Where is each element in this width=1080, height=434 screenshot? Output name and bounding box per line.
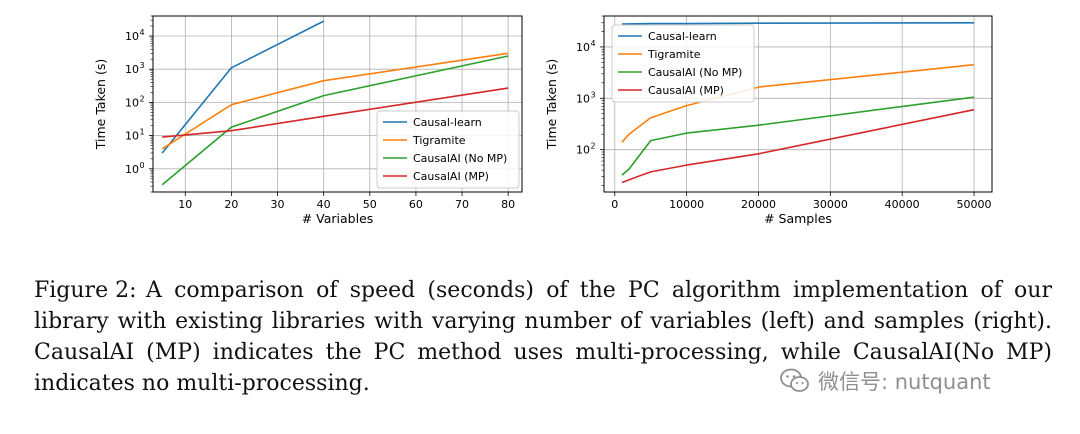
legend-box xyxy=(376,110,520,189)
legend-label: Tigramite xyxy=(412,134,466,147)
x-tick-label: 50 xyxy=(363,198,377,211)
y-tick-exponent: 3 xyxy=(591,90,596,99)
y-tick-label: 10 xyxy=(125,163,139,176)
legend-label: Causal-learn xyxy=(413,116,482,129)
y-tick-exponent: 0 xyxy=(140,161,145,170)
legend-label: Causal-learn xyxy=(648,30,717,43)
axes-frame xyxy=(152,15,523,193)
series-line-tigramite xyxy=(161,52,509,150)
wechat-icon xyxy=(780,368,809,392)
x-tick-label: 30 xyxy=(271,198,285,211)
y-tick-label: 10 xyxy=(576,41,590,54)
caption-text: A comparison of speed (seconds) of the P… xyxy=(34,278,1052,396)
y-tick-label: 10 xyxy=(576,144,590,157)
x-tick-label: 40 xyxy=(317,198,331,211)
x-tick-label: 80 xyxy=(501,198,515,211)
x-tick-label: 10000 xyxy=(669,198,704,211)
y-tick-label: 10 xyxy=(125,30,139,43)
caption-label: Figure 2: xyxy=(34,278,137,303)
x-tick-label: 30000 xyxy=(813,198,848,211)
y-tick-exponent: 4 xyxy=(591,39,596,48)
series-line-tigramite xyxy=(621,63,975,143)
x-tick-label: 40000 xyxy=(885,198,920,211)
y-tick-label: 10 xyxy=(125,63,139,76)
legend-label: CausalAI (MP) xyxy=(413,170,489,183)
y-tick-exponent: 3 xyxy=(140,61,145,70)
series-line-causal-learn xyxy=(621,22,975,25)
legend-label: CausalAI (No MP) xyxy=(413,152,507,165)
x-axis-label: # Samples xyxy=(764,211,832,226)
watermark: 微信号: nutquant xyxy=(780,366,991,396)
y-tick-exponent: 2 xyxy=(140,94,145,103)
legend: Causal-learn Tigramite CausalAI (No MP) Cau… xyxy=(611,24,755,103)
x-tick-label: 20000 xyxy=(741,198,776,211)
legend-label: CausalAI (No MP) xyxy=(648,66,742,79)
x-tick-label: 20 xyxy=(224,198,238,211)
x-axis-label: # Variables xyxy=(302,211,374,226)
y-axis-label: Time Taken (s) xyxy=(93,59,108,150)
axes-frame xyxy=(603,15,993,193)
series-line-causal-learn xyxy=(161,20,325,154)
legend-label: CausalAI (MP) xyxy=(648,84,724,97)
x-tick-label: 10 xyxy=(178,198,192,211)
legend: Causal-learn Tigramite CausalAI (No MP) Cau… xyxy=(376,110,520,189)
legend-label: Tigramite xyxy=(647,48,701,61)
series-line-causalai-no-mp xyxy=(621,96,975,176)
x-tick-label: 0 xyxy=(611,198,618,211)
x-tick-label: 50000 xyxy=(957,198,992,211)
x-tick-label: 60 xyxy=(409,198,423,211)
y-tick-exponent: 4 xyxy=(140,28,145,37)
y-axis-label: Time Taken (s) xyxy=(544,59,559,150)
series-line-causalai-mp xyxy=(621,108,975,184)
series-line-causalai-no-mp xyxy=(161,55,509,186)
y-tick-exponent: 2 xyxy=(591,142,596,151)
y-tick-label: 10 xyxy=(576,92,590,105)
legend-box xyxy=(611,24,755,103)
y-tick-label: 10 xyxy=(125,96,139,109)
y-tick-label: 10 xyxy=(125,130,139,143)
y-tick-exponent: 1 xyxy=(140,128,145,137)
x-tick-label: 70 xyxy=(455,198,469,211)
series-line-causalai-mp xyxy=(162,87,509,138)
watermark-text: 微信号: nutquant xyxy=(818,370,991,394)
